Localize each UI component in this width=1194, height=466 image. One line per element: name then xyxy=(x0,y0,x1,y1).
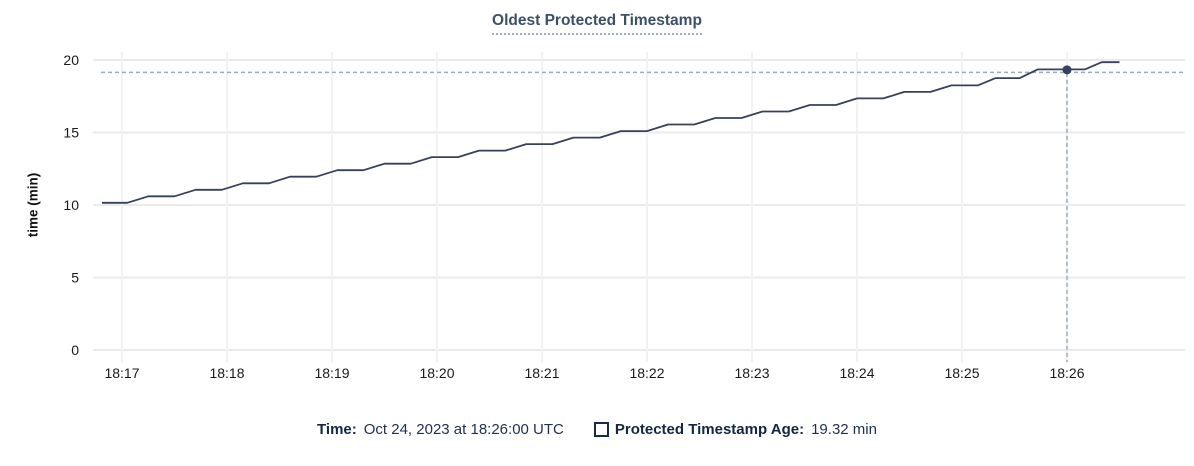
series-line xyxy=(102,61,1120,204)
legend-checkbox-icon[interactable] xyxy=(593,422,609,437)
legend-series-protected-timestamp-age[interactable]: Protected Timestamp Age: 19.32 min xyxy=(593,421,877,438)
legend-series-value: 19.32 min xyxy=(811,421,877,438)
x-tick-label: 18:22 xyxy=(629,365,664,381)
chart-canvas[interactable]: 0 5 10 15 20 18:17 18:18 18:19 18:20 18:21 18:22 18… xyxy=(0,0,1194,400)
chart-title[interactable]: Oldest Protected Timestamp xyxy=(492,12,702,35)
x-tick-label: 18:18 xyxy=(209,365,244,381)
y-tick-label: 10 xyxy=(63,197,79,213)
chart-legend: Time: Oct 24, 2023 at 18:26:00 UTC Prote… xyxy=(0,421,1194,438)
x-tick-label: 18:26 xyxy=(1049,365,1084,381)
highlight-dot xyxy=(1062,65,1072,75)
y-tick-label: 20 xyxy=(63,52,79,68)
x-tick-label: 18:20 xyxy=(419,365,454,381)
y-tick-label: 0 xyxy=(71,342,79,358)
x-tick-label: 18:24 xyxy=(839,365,874,381)
y-tick-label: 5 xyxy=(71,270,79,286)
y-tick-label: 15 xyxy=(63,125,79,141)
x-tick-label: 18:23 xyxy=(734,365,769,381)
chart-title-row: Oldest Protected Timestamp xyxy=(0,12,1194,35)
x-tick-label: 18:19 xyxy=(314,365,349,381)
legend-series-label: Protected Timestamp Age: xyxy=(614,421,805,438)
tooltip-time-label: Time: xyxy=(317,421,357,438)
tooltip-time-value: Oct 24, 2023 at 18:26:00 UTC xyxy=(363,421,564,438)
x-tick-label: 18:21 xyxy=(524,365,559,381)
x-tick-label: 18:25 xyxy=(944,365,979,381)
tooltip-time: Time: Oct 24, 2023 at 18:26:00 UTC xyxy=(317,421,564,438)
x-tick-label: 18:17 xyxy=(104,365,139,381)
